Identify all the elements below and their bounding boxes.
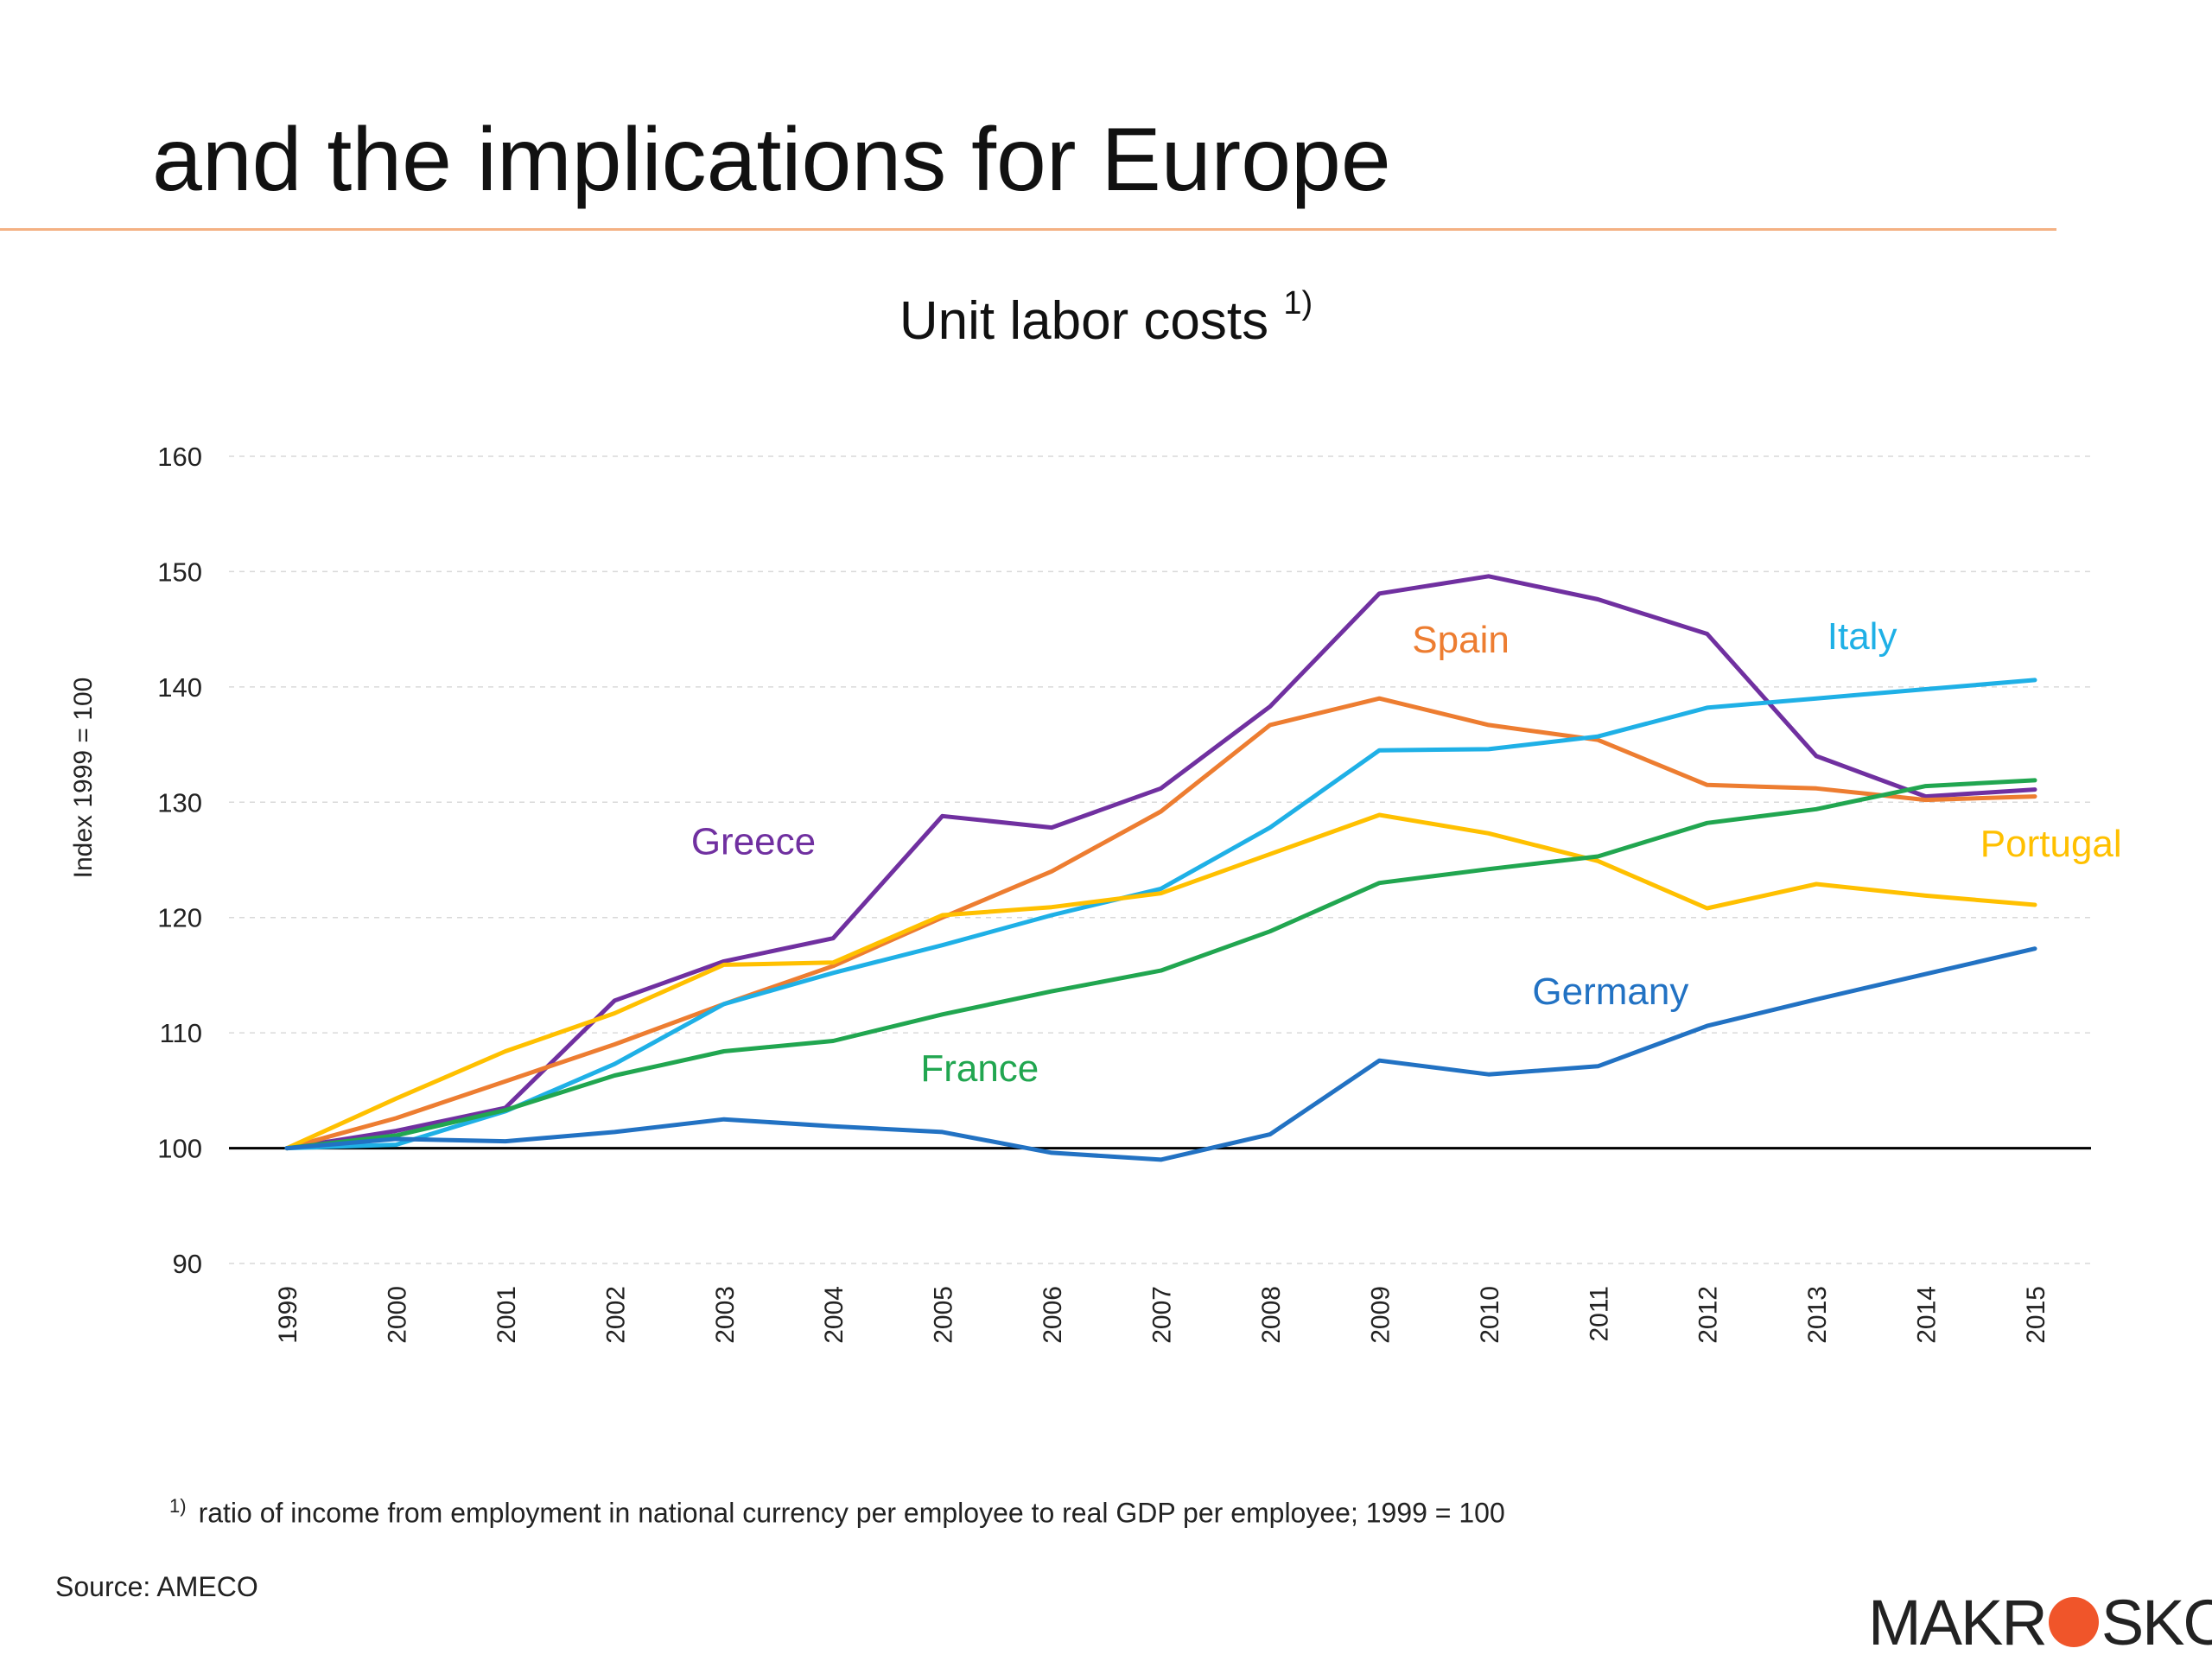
series-label-italy: Italy (1827, 615, 1897, 658)
x-tick-label: 2001 (493, 1286, 521, 1344)
x-tick-label: 2002 (601, 1286, 630, 1344)
line-chart: 90 100 110 120 130 140 150 160 1999 2000 2001 2002… (69, 442, 2122, 1344)
x-tick-label: 2009 (1366, 1286, 1395, 1344)
series-label-greece: Greece (691, 820, 816, 862)
y-axis-label: Index 1999 = 100 (69, 678, 98, 879)
series-label-portugal: Portugal (1980, 823, 2122, 865)
x-tick-label: 2000 (383, 1286, 411, 1344)
series-lines (284, 574, 2037, 1162)
series-label-france: France (920, 1047, 1039, 1090)
source-note: Source: AMECO (55, 1571, 258, 1602)
series-line-greece (284, 574, 2037, 1151)
x-tick-label: 2010 (1476, 1286, 1504, 1344)
series-labels: Greece Spain Italy Portugal France Germany (691, 615, 2122, 1090)
y-tick-label: 100 (157, 1134, 202, 1164)
chart-title-footnote-marker: 1) (1283, 285, 1313, 321)
footnote-text: ratio of income from employment in natio… (198, 1497, 1505, 1529)
chart-title-text: Unit labor costs (899, 291, 1269, 351)
series-label-spain: Spain (1412, 619, 1510, 661)
logo-text-right: SKOP (2101, 1586, 2212, 1658)
x-tick-label: 2004 (820, 1286, 849, 1344)
x-tick-label: 1999 (274, 1286, 302, 1344)
x-tick-label: 2015 (2022, 1286, 2050, 1344)
series-line-italy (284, 678, 2037, 1151)
series-line-portugal (284, 812, 2037, 1151)
y-tick-label: 150 (157, 557, 202, 587)
series-line-france (284, 778, 2037, 1151)
x-tick-label: 2012 (1694, 1286, 1723, 1344)
makroskop-logo: MAKR SKOP (1868, 1583, 2212, 1661)
x-tick-label: 2014 (1913, 1286, 1942, 1344)
gridlines (229, 455, 2091, 1264)
y-tick-label: 130 (157, 787, 202, 818)
footnote: 1) ratio of income from employment in nat… (169, 1495, 1505, 1530)
footnote-marker: 1) (169, 1495, 187, 1517)
logo-text-left: MAKR (1868, 1586, 2048, 1658)
x-tick-label: 2011 (1585, 1286, 1613, 1342)
y-tick-label: 90 (173, 1249, 202, 1279)
chart-title: Unit labor costs 1) (0, 285, 2212, 352)
title-divider (0, 228, 2056, 231)
y-tick-label: 160 (157, 442, 202, 472)
series-line-germany (284, 946, 2037, 1162)
y-tick-label: 110 (160, 1018, 202, 1048)
y-tick-label: 140 (157, 672, 202, 703)
x-tick-labels: 1999 2000 2001 2002 2003 2004 2005 2006 2007 2008… (274, 1286, 2050, 1344)
y-tick-labels: 90 100 110 120 130 140 150 160 (157, 442, 202, 1279)
x-tick-label: 2013 (1803, 1286, 1832, 1344)
series-label-germany: Germany (1532, 971, 1688, 1013)
x-tick-label: 2007 (1148, 1286, 1177, 1344)
x-tick-label: 2005 (930, 1286, 958, 1344)
logo-dot-icon (2048, 1597, 2099, 1647)
y-tick-label: 120 (157, 903, 202, 933)
series-line-spain (284, 696, 2037, 1151)
x-tick-label: 2003 (711, 1286, 740, 1344)
x-tick-label: 2006 (1039, 1286, 1067, 1344)
slide-title: and the implications for Europe (152, 110, 1391, 210)
x-tick-label: 2008 (1257, 1286, 1286, 1344)
